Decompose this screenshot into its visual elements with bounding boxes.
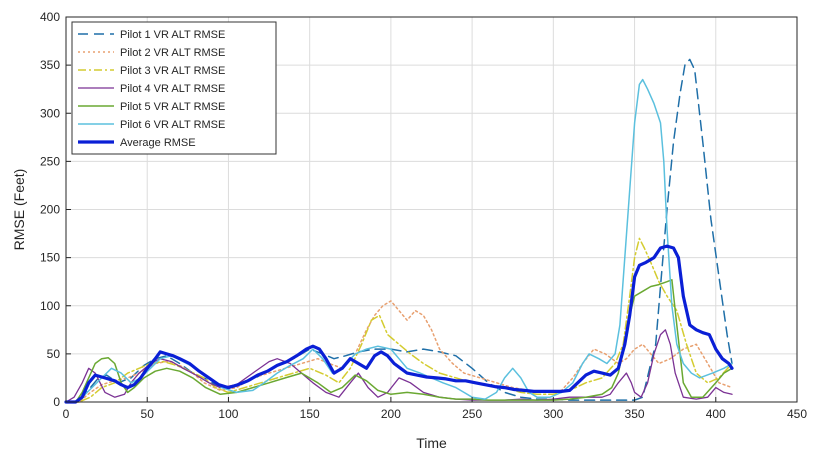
series-lines bbox=[64, 58, 734, 404]
y-tick-label: 150 bbox=[40, 251, 60, 265]
legend-entry-pilot-1-vr-alt-rmse: Pilot 1 VR ALT RMSE bbox=[120, 29, 225, 41]
x-tick-label: 250 bbox=[462, 407, 482, 421]
axis-ticks: 0 50 100 150 200 250 300 350 400 450 0 50 100 150 200 2… bbox=[40, 10, 807, 421]
x-axis-label: Time bbox=[416, 435, 447, 451]
x-tick-label: 150 bbox=[300, 407, 320, 421]
series-line-pilot-3-vr-alt-rmse bbox=[65, 237, 733, 403]
x-tick-label: 100 bbox=[218, 407, 238, 421]
series-line-pilot-5-vr-alt-rmse bbox=[65, 279, 733, 403]
series-line-pilot-2-vr-alt-rmse bbox=[65, 300, 733, 403]
y-tick-label: 350 bbox=[40, 58, 60, 72]
legend-entry-pilot-2-vr-alt-rmse: Pilot 2 VR ALT RMSE bbox=[120, 47, 225, 59]
x-tick-label: 0 bbox=[63, 407, 70, 421]
series-line-pilot-1-vr-alt-rmse bbox=[65, 58, 733, 403]
x-tick-label: 200 bbox=[381, 407, 401, 421]
legend-entry-pilot-6-vr-alt-rmse: Pilot 6 VR ALT RMSE bbox=[120, 119, 225, 131]
x-tick-label: 450 bbox=[787, 407, 807, 421]
y-tick-label: 50 bbox=[47, 347, 61, 361]
y-tick-label: 0 bbox=[53, 395, 60, 409]
legend-entry-average-rmse: Average RMSE bbox=[120, 137, 196, 149]
y-tick-label: 200 bbox=[40, 203, 60, 217]
x-tick-label: 400 bbox=[706, 407, 726, 421]
x-tick-label: 350 bbox=[625, 407, 645, 421]
y-axis-label: RMSE (Feet) bbox=[11, 169, 27, 251]
legend-entry-pilot-3-vr-alt-rmse: Pilot 3 VR ALT RMSE bbox=[120, 65, 225, 77]
y-tick-label: 100 bbox=[40, 299, 60, 313]
series-line-average-rmse bbox=[64, 244, 734, 404]
legend-entry-pilot-4-vr-alt-rmse: Pilot 4 VR ALT RMSE bbox=[120, 83, 225, 95]
y-tick-label: 300 bbox=[40, 106, 60, 120]
y-tick-label: 250 bbox=[40, 154, 60, 168]
y-tick-label: 400 bbox=[40, 10, 60, 24]
legend: Pilot 1 VR ALT RMSE Pilot 2 VR ALT RMSE Pi… bbox=[71, 21, 277, 155]
x-tick-label: 50 bbox=[141, 407, 155, 421]
x-tick-label: 300 bbox=[543, 407, 563, 421]
legend-entry-pilot-5-vr-alt-rmse: Pilot 5 VR ALT RMSE bbox=[120, 101, 225, 113]
